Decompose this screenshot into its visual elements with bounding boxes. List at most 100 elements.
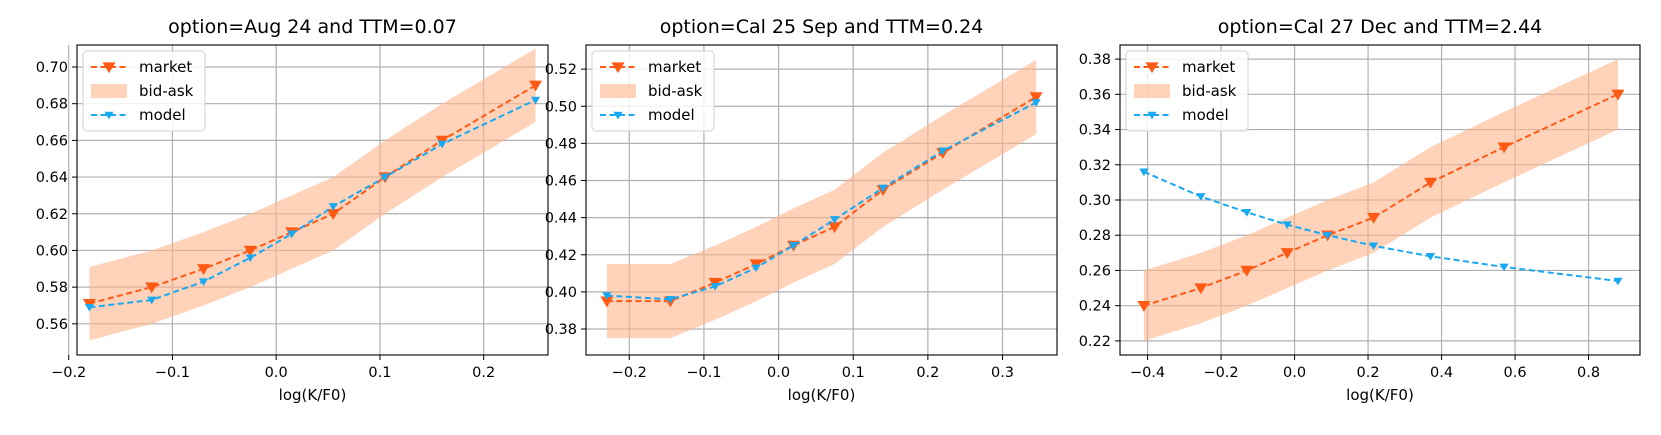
y-tick-label: 0.36 bbox=[1079, 87, 1111, 103]
x-tick-label: 0.8 bbox=[1577, 365, 1600, 381]
x-tick-label: −0.2 bbox=[1203, 365, 1238, 381]
market-point bbox=[1280, 248, 1294, 260]
model-point bbox=[751, 264, 761, 273]
model-point bbox=[1368, 242, 1379, 251]
model-series-line bbox=[606, 101, 1037, 301]
market-point bbox=[1497, 142, 1511, 154]
legend-box bbox=[591, 50, 715, 132]
x-tick-label: −0.2 bbox=[612, 365, 647, 381]
legend-bidask-label: bid-ask bbox=[1182, 82, 1237, 100]
model-point bbox=[1282, 221, 1292, 230]
model-point bbox=[665, 295, 675, 304]
market-point bbox=[600, 296, 614, 308]
legend-model-marker bbox=[1147, 111, 1157, 120]
y-tick-label: 0.60 bbox=[36, 243, 68, 259]
y-tick-label: 0.56 bbox=[36, 317, 68, 333]
x-axis-label: log(K/F0) bbox=[788, 386, 856, 404]
y-tick-label: 0.50 bbox=[545, 99, 577, 115]
x-tick-label: 0.1 bbox=[842, 365, 865, 381]
y-tick-label: 0.58 bbox=[36, 280, 68, 296]
x-tick-label: 0.1 bbox=[368, 365, 391, 381]
model-point bbox=[1499, 263, 1509, 272]
chart-panel-1: −0.2 −0.1 0.0 0.1 0.2 0.56 0.58 0.60 0.62 0.64 0.6… bbox=[36, 16, 549, 404]
market-point bbox=[326, 209, 340, 220]
market-point bbox=[145, 282, 159, 294]
y-tick-label: 0.68 bbox=[36, 97, 68, 113]
legend-bidask-swatch bbox=[91, 84, 127, 98]
model-point bbox=[84, 303, 95, 312]
market-point bbox=[243, 245, 257, 257]
model-series-line bbox=[89, 99, 536, 309]
y-tick-label: 0.22 bbox=[1079, 334, 1111, 350]
market-series-line bbox=[1143, 93, 1619, 307]
legend-market-marker bbox=[611, 62, 625, 74]
market-point bbox=[197, 264, 211, 275]
y-tick-label: 0.48 bbox=[545, 136, 577, 152]
y-tick-label: 0.64 bbox=[36, 170, 68, 186]
market-point bbox=[1367, 212, 1381, 224]
market-point bbox=[1611, 89, 1625, 101]
x-tick-label: −0.1 bbox=[155, 365, 190, 381]
x-tick-label: −0.4 bbox=[1130, 365, 1165, 381]
legend-bidask-label: bid-ask bbox=[648, 82, 703, 100]
y-tick-label: 0.32 bbox=[1079, 158, 1111, 174]
legend-bidask-label: bid-ask bbox=[139, 82, 194, 100]
x-tick-label: 0.0 bbox=[1283, 365, 1306, 381]
market-point bbox=[1194, 283, 1208, 295]
model-point bbox=[437, 140, 447, 149]
x-tick-label: 0.3 bbox=[991, 365, 1014, 381]
y-tick-label: 0.40 bbox=[545, 285, 577, 301]
market-point bbox=[828, 222, 842, 234]
y-tick-label: 0.26 bbox=[1079, 263, 1111, 279]
y-tick-label: 0.30 bbox=[1079, 193, 1111, 209]
x-tick-label: −0.2 bbox=[51, 365, 86, 381]
y-tick-label: 0.44 bbox=[545, 211, 577, 227]
legend: market bid-ask model bbox=[591, 50, 715, 132]
legend: market bid-ask model bbox=[82, 50, 206, 132]
legend-model-marker bbox=[613, 111, 623, 120]
x-tick-label: 0.4 bbox=[1430, 365, 1453, 381]
legend-market-label: market bbox=[139, 58, 192, 76]
model-point bbox=[938, 147, 948, 156]
model-point bbox=[147, 296, 157, 305]
y-tick-label: 0.38 bbox=[1079, 52, 1111, 68]
x-tick-label: 0.2 bbox=[472, 365, 495, 381]
model-point bbox=[1425, 253, 1436, 261]
y-tick-label: 0.38 bbox=[545, 322, 577, 338]
legend: market bid-ask model bbox=[1125, 50, 1249, 132]
model-point bbox=[1139, 168, 1149, 177]
market-point bbox=[1424, 177, 1438, 189]
legend-market-label: market bbox=[1182, 58, 1235, 76]
chart-panel-3: −0.4 −0.2 0.0 0.2 0.4 0.6 0.8 0.22 0.24 0.26 0.28 0… bbox=[1079, 16, 1641, 404]
model-point bbox=[1196, 193, 1206, 201]
axes-frame bbox=[585, 44, 1058, 356]
x-axis-label: log(K/F0) bbox=[1346, 386, 1414, 404]
axes-frame bbox=[76, 44, 549, 356]
y-tick-label: 0.34 bbox=[1079, 123, 1111, 139]
chart-title: option=Aug 24 and TTM=0.07 bbox=[168, 16, 457, 38]
y-tick-label: 0.42 bbox=[545, 248, 577, 264]
model-point bbox=[380, 173, 390, 182]
model-point bbox=[1242, 209, 1252, 217]
model-point bbox=[530, 96, 541, 105]
x-tick-label: −0.1 bbox=[686, 365, 721, 381]
legend-model-marker bbox=[104, 111, 114, 120]
x-tick-label: 0.0 bbox=[265, 365, 288, 381]
legend-box bbox=[82, 50, 206, 132]
y-tick-label: 0.70 bbox=[36, 60, 68, 76]
bid-ask-band bbox=[1143, 59, 1618, 341]
legend-market-marker bbox=[1145, 62, 1159, 74]
market-point bbox=[1240, 265, 1254, 277]
x-tick-label: 0.2 bbox=[1357, 365, 1380, 381]
model-point bbox=[287, 230, 297, 239]
y-tick-label: 0.24 bbox=[1079, 299, 1111, 315]
market-point bbox=[1137, 301, 1151, 312]
model-point bbox=[878, 184, 888, 193]
legend-model-label: model bbox=[139, 106, 186, 124]
chart-title: option=Cal 27 Dec and TTM=2.44 bbox=[1218, 16, 1543, 38]
model-point bbox=[788, 242, 799, 250]
legend-box bbox=[1125, 50, 1249, 132]
y-tick-label: 0.62 bbox=[36, 207, 68, 223]
